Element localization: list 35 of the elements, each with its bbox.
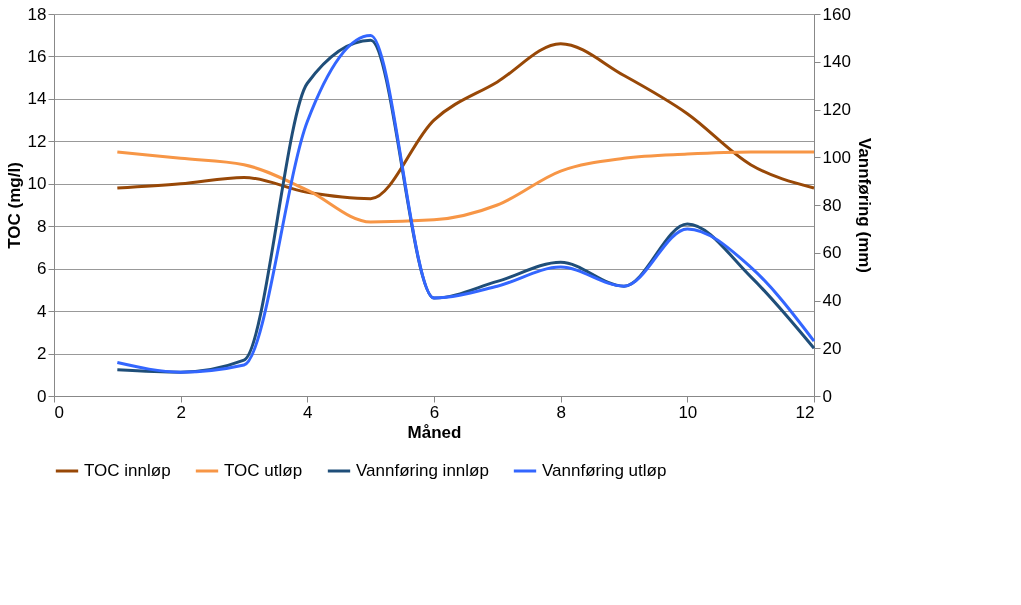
y-tick-label: 14 xyxy=(27,89,47,109)
y2-tick-label: 100 xyxy=(822,147,851,167)
y-tick-label: 8 xyxy=(37,216,47,236)
y-tick-label: 2 xyxy=(37,344,47,364)
legend-label: TOC innløp xyxy=(84,461,171,480)
y-tick-label: 10 xyxy=(27,174,47,194)
y-axis-title: TOC (mg/l) xyxy=(4,162,24,249)
y-tick-label: 6 xyxy=(37,259,47,279)
legend-label: TOC utløp xyxy=(224,461,303,480)
y2-tick-label: 120 xyxy=(822,100,851,119)
x-tick-label: 4 xyxy=(303,402,313,422)
x-tick-label: 6 xyxy=(429,402,440,422)
y-tick-label: 18 xyxy=(27,4,47,24)
line-series xyxy=(115,42,816,201)
legend-label: Vannføring utløp xyxy=(542,461,667,480)
x-tick-label: 8 xyxy=(556,402,566,422)
x-tick-label: 12 xyxy=(795,402,815,422)
line-series xyxy=(115,150,816,224)
legend-label: Vannføring innløp xyxy=(356,461,489,480)
y2-tick-label: 20 xyxy=(822,338,842,358)
y2-tick-label: 60 xyxy=(822,243,842,263)
y2-tick-label: 140 xyxy=(822,52,851,72)
x-tick-label: 2 xyxy=(176,402,186,422)
y2-tick-label: 80 xyxy=(822,195,842,215)
x-tick-label: 10 xyxy=(678,402,698,422)
y-tick-label: 4 xyxy=(37,301,47,321)
y2-tick-label: 40 xyxy=(822,291,842,310)
x-axis-title: Måned xyxy=(407,422,462,442)
y2-axis-title: Vannføring (mm) xyxy=(854,137,874,274)
y2-tick-label: 160 xyxy=(822,4,851,24)
y2-tick-label: 0 xyxy=(822,386,832,406)
y-tick-label: 16 xyxy=(27,46,47,66)
y-tick-label: 0 xyxy=(37,386,47,406)
y-tick-label: 12 xyxy=(27,131,47,151)
x-tick-label: 0 xyxy=(54,402,64,422)
